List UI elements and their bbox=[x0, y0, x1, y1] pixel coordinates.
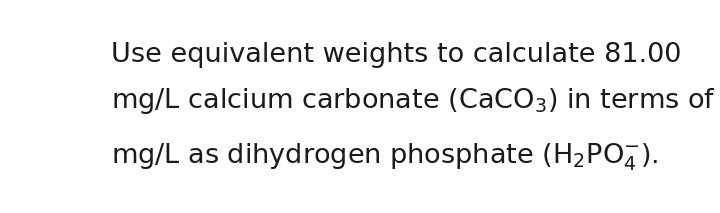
Text: mg/L calcium carbonate (CaCO$_{3}$) in terms of: mg/L calcium carbonate (CaCO$_{3}$) in t… bbox=[111, 86, 716, 116]
Text: Use equivalent weights to calculate 81.00: Use equivalent weights to calculate 81.0… bbox=[111, 42, 682, 68]
Text: mg/L as dihydrogen phosphate (H$_{2}$PO$_{4}^{-}$).: mg/L as dihydrogen phosphate (H$_{2}$PO$… bbox=[111, 141, 659, 173]
